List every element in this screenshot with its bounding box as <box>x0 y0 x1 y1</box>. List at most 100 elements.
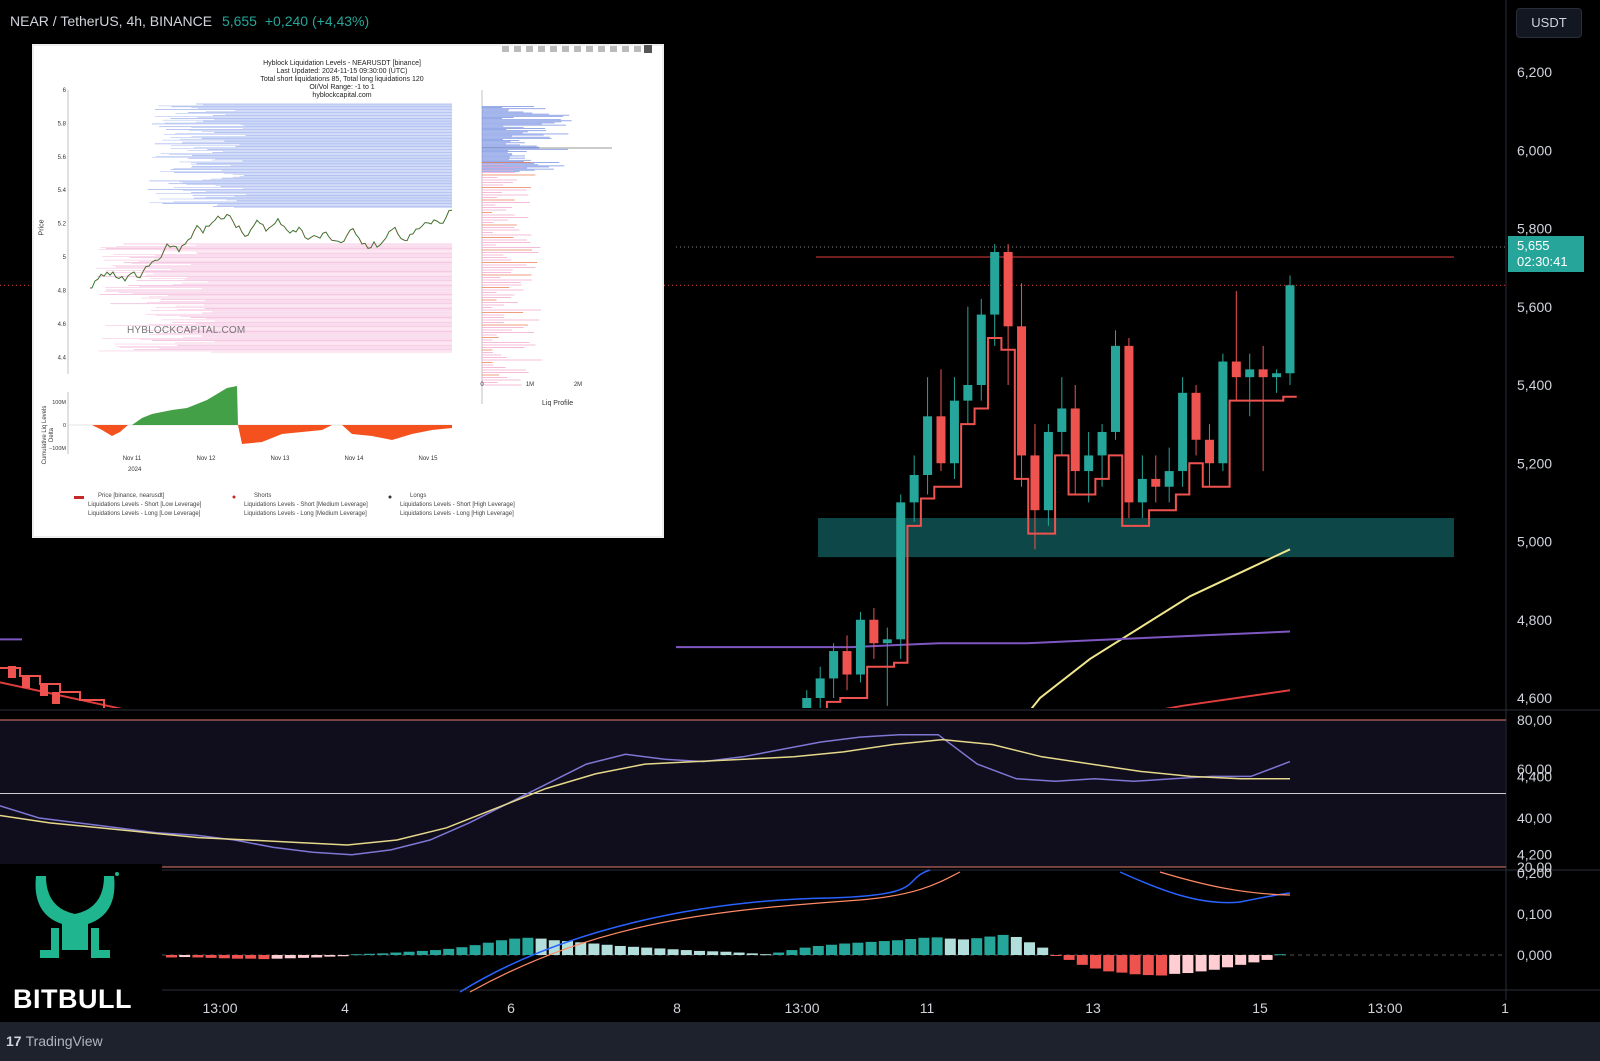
inset-profile-bar-long <box>482 239 528 241</box>
inset-profile-bar-long <box>482 204 496 206</box>
inset-profile-bar-short <box>482 147 539 149</box>
macd-histogram-bar <box>232 955 243 959</box>
inset-profile-bar-long <box>482 242 531 243</box>
inset-profile-bar-short <box>482 152 508 154</box>
inset-profile-bar-long <box>482 374 500 376</box>
current-price-value: 5,655 <box>1517 238 1550 253</box>
inset-price-tick: 6 <box>63 88 67 94</box>
macd-histogram-bar <box>403 951 415 955</box>
inset-profile-bar-long <box>482 344 536 346</box>
brand-block: BITBULL <box>0 864 162 1032</box>
inset-profile-bar-short <box>482 151 527 152</box>
macd-histogram-bar <box>1050 955 1062 956</box>
macd-histogram-bar <box>839 943 851 955</box>
inset-toolbar-icon <box>634 46 641 52</box>
macd-histogram-bar <box>364 953 375 955</box>
macd-histogram-bar <box>614 945 626 955</box>
tradingview-attribution[interactable]: 17 TradingView <box>6 1033 103 1049</box>
candle-body <box>896 502 906 640</box>
macd-histogram-bar <box>694 950 705 955</box>
inset-profile-bar-long <box>482 227 515 228</box>
macd-tick-label: 0,100 <box>1517 906 1552 922</box>
inset-profile-axis-label: Liq Profile <box>542 400 574 407</box>
inset-profile-bar-long <box>482 282 521 283</box>
inset-profile-bar-short <box>482 124 566 126</box>
macd-histogram-bar <box>271 955 283 959</box>
macd-histogram-bar <box>456 947 468 955</box>
macd-histogram-bar <box>997 934 1009 955</box>
candle-body <box>855 619 865 675</box>
inset-profile-bar-short <box>482 109 509 111</box>
macd-histogram-bar <box>1076 955 1088 965</box>
inset-profile-bar-short <box>482 140 520 141</box>
inset-profile-bar-long <box>482 337 499 338</box>
candle-body <box>949 400 959 464</box>
legend-short-medium: Liquidations Levels - Short [Medium Leve… <box>244 502 368 508</box>
macd-histogram-bar <box>192 955 204 958</box>
inset-profile-bar-long <box>482 184 504 186</box>
ma-flat-line <box>676 630 1291 649</box>
footer-bar <box>0 1022 1600 1061</box>
symbol-label: NEAR / TetherUS, 4h, BINANCE <box>10 13 213 29</box>
inset-profile-bar-short <box>482 155 526 157</box>
inset-profile-bar-long <box>482 307 493 308</box>
macd-histogram-bar <box>377 953 389 955</box>
macd-tick-label: 0,000 <box>1517 947 1552 963</box>
inset-delta-tick: 100M <box>52 400 66 406</box>
inset-profile-bar-long <box>482 284 522 286</box>
rsi-tick-label: 60,00 <box>1517 761 1552 777</box>
inset-profile-bar-long <box>482 357 507 358</box>
macd-histogram-bar <box>654 948 666 955</box>
inset-price-tick: 5.6 <box>58 155 67 161</box>
time-tick-label: 13 <box>1085 1000 1101 1016</box>
inset-title: Hyblock Liquidation Levels - NEARUSDT [b… <box>162 60 522 100</box>
macd-tick-label: 0,200 <box>1517 865 1552 881</box>
inset-profile-bar-short <box>482 120 572 122</box>
macd-histogram-bar <box>1116 955 1128 973</box>
inset-profile-bar-short <box>482 170 520 172</box>
price-tick-label: 4,400 <box>1517 768 1552 784</box>
inset-profile-bar-long <box>482 372 529 373</box>
candle-body <box>1111 345 1120 432</box>
macd-histogram-bar <box>1182 955 1194 974</box>
inset-profile-bar-short <box>482 106 535 107</box>
inset-profile-bar-long <box>482 172 516 173</box>
currency-button[interactable]: USDT <box>1516 8 1582 38</box>
macd-histogram-bar <box>575 942 587 955</box>
price-tick-label: 5,200 <box>1517 455 1552 471</box>
inset-profile-bar-long <box>482 287 510 288</box>
inset-profile-bar-short <box>482 115 564 117</box>
inset-profile-bar-short <box>482 108 546 110</box>
macd-histogram-bar <box>1129 955 1141 975</box>
inset-title-line: OI/Vol Range: -1 to 1 <box>309 84 375 91</box>
macd-line-right <box>1119 871 1291 904</box>
inset-delta-axis-label: Cumulative Liq Levels Delta <box>42 405 55 465</box>
macd-histogram-bar <box>680 950 692 955</box>
inset-profile-bar-long <box>482 247 541 248</box>
macd-histogram-bar <box>390 952 402 955</box>
candle-body <box>1151 478 1161 487</box>
inset-title-line: Last Updated: 2024-11-15 09:30:00 (UTC) <box>276 68 408 75</box>
tradingview-logo-icon: 17 <box>6 1033 22 1049</box>
macd-histogram-bar <box>443 948 455 955</box>
inset-profile-bar-long <box>482 292 497 293</box>
macd-histogram-bar <box>746 953 758 955</box>
price-tick-label: 4,800 <box>1517 612 1552 628</box>
inset-watermark: HYBLOCKCAPITAL.COM <box>127 325 246 336</box>
price-tick-label: 5,400 <box>1517 377 1552 393</box>
legend-long-low: Liquidations Levels - Long [Low Leverage… <box>88 511 201 517</box>
macd-histogram-bar <box>482 942 494 955</box>
candle-body <box>8 666 16 678</box>
inset-profile-bar-short <box>482 161 524 162</box>
macd-histogram-bar <box>601 944 613 955</box>
macd-histogram-bar <box>245 955 257 959</box>
inset-toolbar-icon <box>574 46 581 52</box>
inset-profile-bar-long <box>482 289 524 291</box>
inset-profile-bar-short <box>482 146 540 148</box>
inset-profile-bar-short <box>482 107 503 108</box>
inset-date-tick: Nov 14 <box>344 456 364 462</box>
time-tick-label: 13:00 <box>784 1000 819 1016</box>
inset-legend-longs-marker <box>388 495 392 499</box>
macd-histogram-bar <box>971 938 983 955</box>
candle-body <box>963 385 973 401</box>
